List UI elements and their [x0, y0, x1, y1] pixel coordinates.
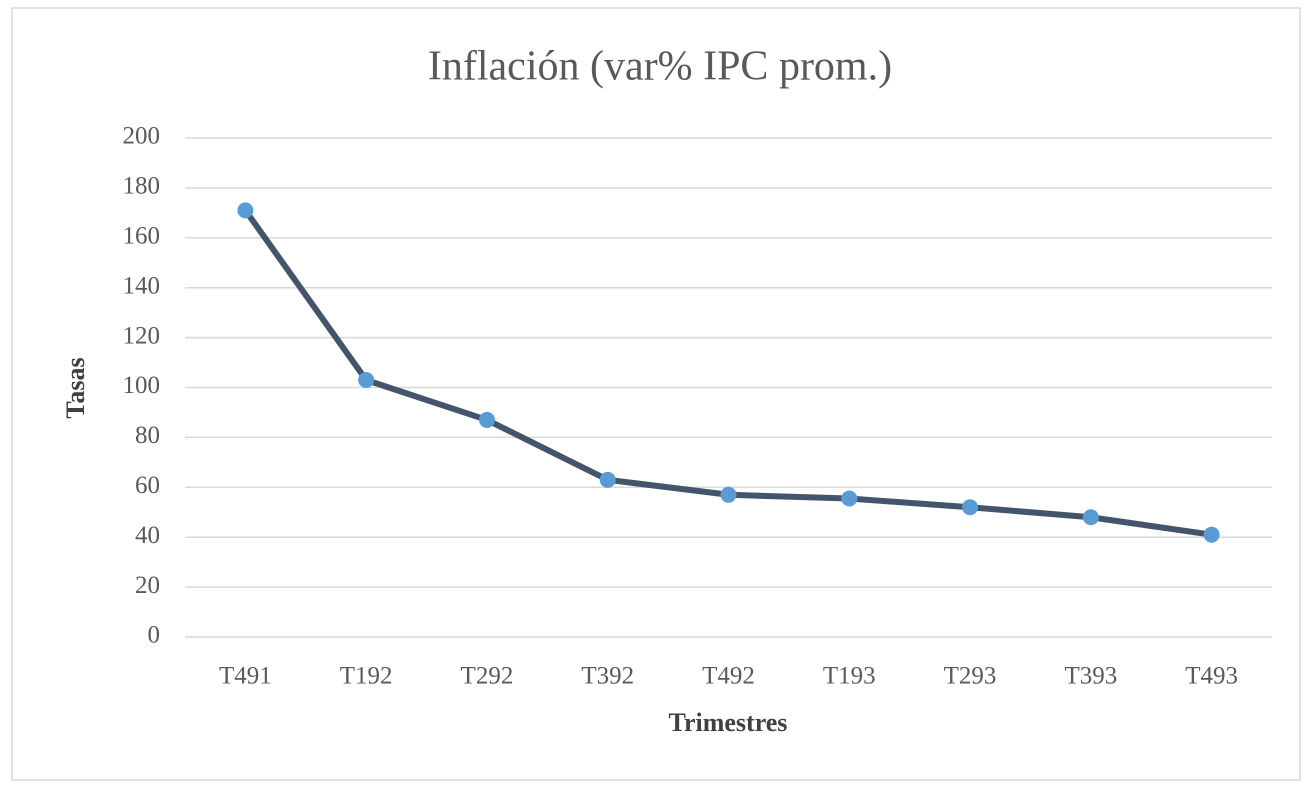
data-point [841, 490, 858, 507]
x-tick-label: T292 [461, 663, 514, 690]
y-tick-label: 180 [123, 173, 161, 200]
x-tick-label: T193 [823, 663, 876, 690]
data-point [237, 202, 254, 219]
data-point [1082, 509, 1099, 526]
y-tick-label: 160 [123, 223, 161, 250]
data-point [1203, 526, 1220, 543]
data-point [358, 372, 375, 389]
x-tick-label: T393 [1064, 663, 1117, 690]
y-tick-label: 140 [123, 272, 161, 299]
y-tick-label: 80 [135, 422, 160, 449]
data-point [478, 411, 495, 428]
y-tick-label: 0 [148, 622, 161, 649]
y-tick-label: 60 [135, 472, 160, 499]
x-tick-label: T491 [219, 663, 272, 690]
chart-border [11, 7, 1301, 781]
x-tick-label: T392 [581, 663, 634, 690]
data-point [599, 471, 616, 488]
data-point [962, 499, 979, 516]
x-tick-label: T492 [702, 663, 755, 690]
y-tick-label: 40 [135, 522, 160, 549]
x-tick-label: T192 [340, 663, 393, 690]
y-tick-label: 200 [123, 123, 161, 150]
chart-title: Inflación (var% IPC prom.) [428, 44, 892, 90]
x-tick-label: T293 [944, 663, 997, 690]
x-tick-label: T493 [1185, 663, 1238, 690]
y-axis-title: Tasas [61, 357, 90, 418]
y-tick-label: 100 [123, 372, 161, 399]
data-point [720, 486, 737, 503]
x-axis-title: Trimestres [669, 708, 788, 737]
y-tick-label: 120 [123, 322, 161, 349]
y-tick-label: 20 [135, 572, 160, 599]
